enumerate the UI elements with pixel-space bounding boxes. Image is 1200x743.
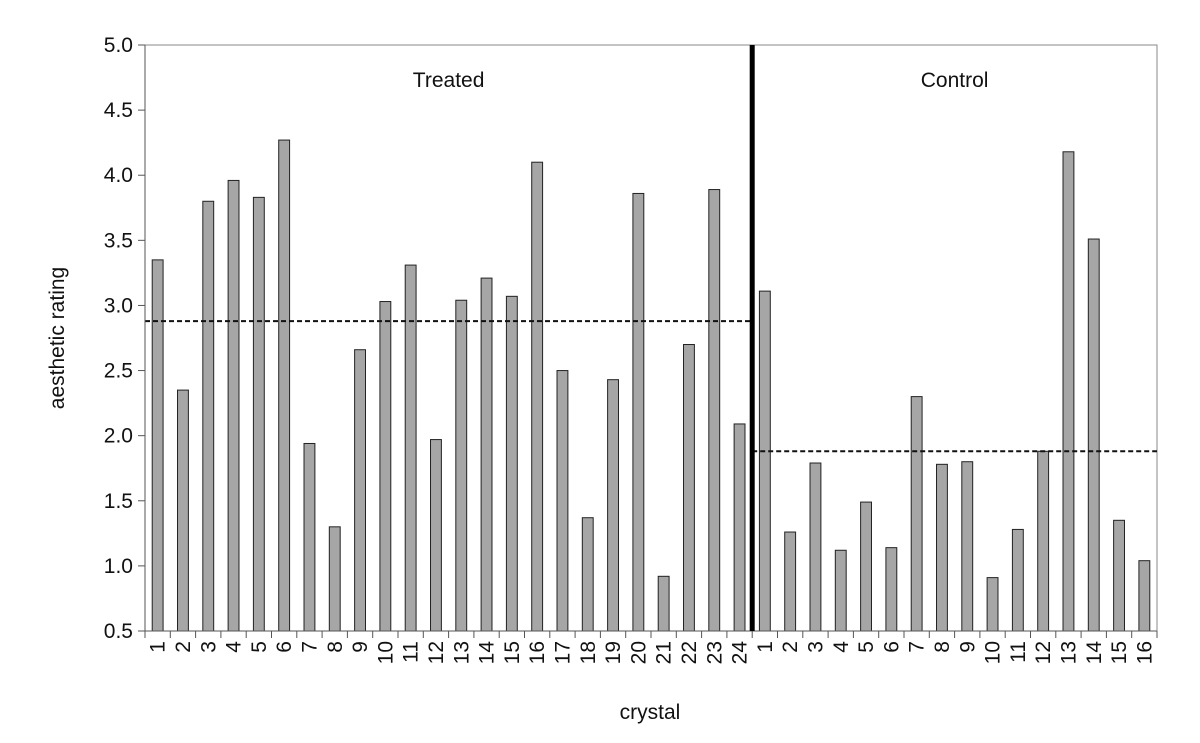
x-axis: 1 2 3 4 5 6 7 8 9 10 11 12 13 14 15 16 17 18 19 20 21 22 23 24 1… bbox=[145, 631, 1157, 664]
bar-treated-1 bbox=[152, 260, 163, 631]
y-axis-title: aesthetic rating bbox=[46, 267, 69, 409]
bar-treated-10 bbox=[380, 302, 391, 631]
bar-treated-9 bbox=[355, 350, 366, 631]
x-tick-label: 3 bbox=[805, 641, 828, 653]
bar-control-13 bbox=[1063, 152, 1074, 631]
bar-control-15 bbox=[1114, 520, 1125, 631]
bar-control-6 bbox=[886, 548, 897, 631]
x-tick-label: 22 bbox=[678, 641, 701, 664]
x-tick-label: 12 bbox=[425, 641, 448, 664]
x-tick-label: 12 bbox=[1032, 641, 1055, 664]
x-tick-label: 7 bbox=[299, 641, 322, 653]
bar-treated-19 bbox=[608, 380, 619, 631]
bar-treated-8 bbox=[329, 527, 340, 631]
x-tick-label: 10 bbox=[374, 641, 397, 664]
x-tick-label: 6 bbox=[880, 641, 903, 653]
x-tick-label: 17 bbox=[552, 641, 575, 664]
x-tick-label: 1 bbox=[754, 641, 777, 653]
x-tick-label: 4 bbox=[830, 641, 853, 653]
bar-control-10 bbox=[987, 578, 998, 631]
bar-treated-11 bbox=[405, 265, 416, 631]
x-tick-label: 8 bbox=[931, 641, 954, 653]
y-tick-label: 4.0 bbox=[104, 164, 133, 187]
y-tick-label: 2.0 bbox=[104, 425, 133, 448]
bar-treated-18 bbox=[582, 518, 593, 631]
x-tick-label: 11 bbox=[1007, 641, 1030, 663]
x-tick-label: 1 bbox=[147, 641, 170, 653]
x-tick-label: 8 bbox=[324, 641, 347, 653]
plot-area bbox=[145, 45, 1157, 631]
x-tick-label: 13 bbox=[1058, 641, 1081, 664]
group-label-treated: Treated bbox=[413, 69, 485, 92]
x-tick-label: 19 bbox=[602, 641, 625, 664]
x-tick-label: 2 bbox=[172, 641, 195, 653]
x-axis-title: crystal bbox=[620, 701, 681, 724]
x-tick-label: 23 bbox=[703, 641, 726, 664]
bar-control-16 bbox=[1139, 561, 1150, 631]
x-tick-label: 7 bbox=[906, 641, 929, 653]
bar-control-3 bbox=[810, 463, 821, 631]
x-tick-label: 9 bbox=[349, 641, 372, 653]
x-tick-label: 11 bbox=[400, 641, 423, 663]
bar-treated-20 bbox=[633, 193, 644, 631]
x-tick-label: 6 bbox=[273, 641, 296, 653]
x-tick-label: 10 bbox=[982, 641, 1005, 664]
y-tick-label: 1.0 bbox=[104, 555, 133, 578]
bar-control-9 bbox=[962, 462, 973, 631]
y-tick-label: 3.0 bbox=[104, 294, 133, 317]
x-tick-label: 4 bbox=[223, 641, 246, 653]
y-tick-label: 5.0 bbox=[104, 34, 133, 57]
x-tick-label: 24 bbox=[729, 641, 752, 665]
x-tick-label: 14 bbox=[1083, 641, 1106, 665]
bar-control-14 bbox=[1088, 239, 1099, 631]
bar-treated-23 bbox=[709, 190, 720, 631]
y-tick-label: 1.5 bbox=[104, 490, 133, 513]
x-tick-label: 18 bbox=[577, 641, 600, 664]
x-tick-label: 14 bbox=[476, 641, 499, 665]
bar-control-7 bbox=[911, 397, 922, 631]
bar-treated-4 bbox=[228, 180, 239, 631]
bar-treated-21 bbox=[658, 576, 669, 631]
x-tick-label: 16 bbox=[526, 641, 549, 664]
group-label-control: Control bbox=[921, 69, 989, 92]
bar-control-12 bbox=[1038, 451, 1049, 631]
bar-treated-24 bbox=[734, 424, 745, 631]
bar-treated-17 bbox=[557, 371, 568, 631]
x-tick-label: 2 bbox=[779, 641, 802, 653]
bar-control-2 bbox=[785, 532, 796, 631]
x-tick-label: 15 bbox=[1108, 641, 1131, 664]
x-tick-label: 13 bbox=[450, 641, 473, 664]
bar-treated-13 bbox=[456, 300, 467, 631]
x-tick-label: 16 bbox=[1133, 641, 1156, 664]
bar-treated-5 bbox=[253, 197, 264, 631]
bar-treated-2 bbox=[178, 390, 189, 631]
x-tick-label: 15 bbox=[501, 641, 524, 664]
bar-control-11 bbox=[1012, 529, 1023, 631]
bar-control-4 bbox=[835, 550, 846, 631]
y-tick-label: 4.5 bbox=[104, 99, 133, 122]
x-tick-label: 21 bbox=[653, 641, 676, 664]
y-tick-label: 3.5 bbox=[104, 229, 133, 252]
x-tick-label: 9 bbox=[956, 641, 979, 653]
bar-treated-6 bbox=[279, 140, 290, 631]
x-tick-label: 5 bbox=[248, 641, 271, 653]
y-axis: 0.5 1.0 1.5 2.0 2.5 3.0 3.5 4.0 4.5 5.0 bbox=[104, 34, 145, 643]
x-tick-label: 3 bbox=[197, 641, 220, 653]
x-tick-label: 5 bbox=[855, 641, 878, 653]
bar-treated-15 bbox=[506, 296, 517, 631]
y-tick-label: 0.5 bbox=[104, 620, 133, 643]
bar-treated-14 bbox=[481, 278, 492, 631]
bar-treated-3 bbox=[203, 201, 214, 631]
x-tick-label: 20 bbox=[627, 641, 650, 664]
bar-treated-16 bbox=[532, 162, 543, 631]
bar-control-8 bbox=[937, 464, 948, 631]
bar-treated-7 bbox=[304, 443, 315, 631]
bar-treated-22 bbox=[684, 345, 695, 631]
bar-treated-12 bbox=[431, 440, 442, 631]
bar-control-1 bbox=[759, 291, 770, 631]
bar-control-5 bbox=[861, 502, 872, 631]
y-tick-label: 2.5 bbox=[104, 360, 133, 383]
